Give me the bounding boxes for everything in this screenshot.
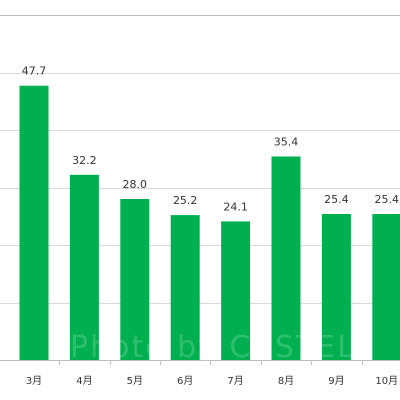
x-tick-label: 10月 [375, 375, 398, 387]
x-tick-label: 7月 [227, 375, 243, 387]
x-tick-label: 5月 [127, 375, 143, 387]
data-label: 25.4 [324, 193, 349, 206]
data-label: 32.2 [72, 154, 97, 167]
data-label: 24.1 [223, 200, 248, 213]
bar [69, 174, 99, 360]
data-label: 25.2 [173, 194, 198, 207]
gridlines [0, 15, 400, 304]
data-label: 35.4 [274, 136, 299, 149]
x-tick-label: 6月 [177, 375, 193, 387]
x-tick-label: 8月 [278, 375, 294, 387]
x-tick-label: 4月 [76, 375, 92, 387]
bar [19, 85, 49, 360]
data-label: 28.0 [123, 178, 148, 191]
x-tick-label: 9月 [328, 375, 344, 387]
bar [271, 156, 301, 360]
data-label: 25.4 [375, 193, 400, 206]
data-label: 47.7 [22, 65, 47, 78]
bar [170, 215, 200, 360]
bars [19, 85, 400, 360]
bar [120, 199, 150, 360]
bar [321, 214, 351, 360]
bar [221, 221, 251, 360]
watermark: Photo by CASTEL [70, 330, 356, 365]
bar [372, 214, 400, 360]
x-axis: 3月 4月 5月 6月 7月 8月 9月 10月 [0, 360, 400, 387]
data-labels: 47.7 32.2 28.0 25.2 24.1 35.4 25.4 25.4 [22, 65, 399, 214]
x-tick-label: 3月 [26, 375, 42, 387]
